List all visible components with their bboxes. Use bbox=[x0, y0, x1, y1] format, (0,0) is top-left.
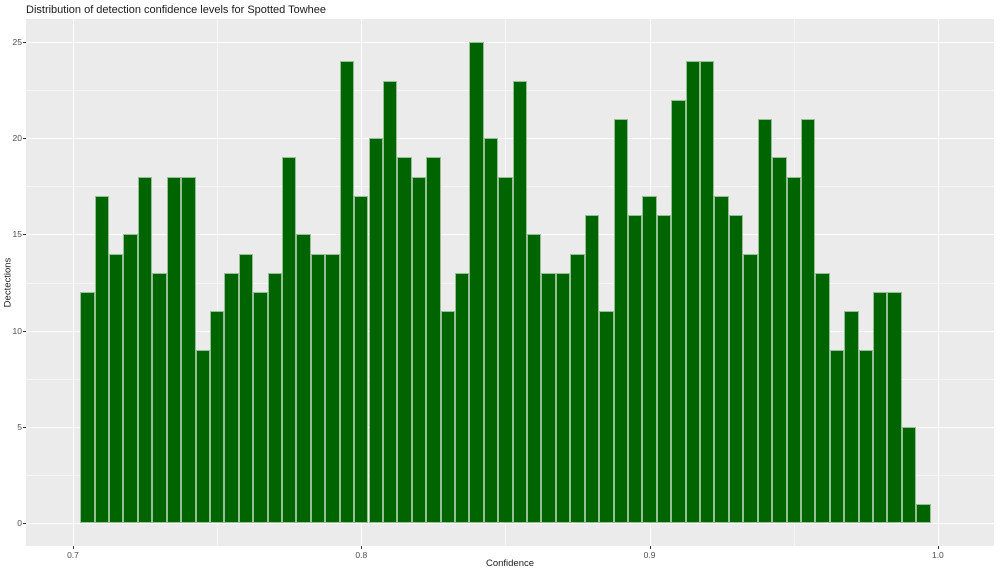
y-tick-label: 5 bbox=[17, 421, 22, 432]
gridline-major bbox=[26, 523, 994, 524]
histogram-bar bbox=[873, 292, 888, 523]
histogram-bar bbox=[844, 311, 859, 523]
y-tick-label: 0 bbox=[17, 518, 22, 528]
plot-panel bbox=[26, 19, 994, 546]
histogram-bar bbox=[267, 272, 282, 523]
histogram-bar bbox=[570, 253, 585, 523]
histogram-bar bbox=[916, 503, 931, 523]
histogram-bar bbox=[440, 311, 455, 523]
histogram-bar bbox=[253, 292, 268, 523]
histogram-bar bbox=[757, 119, 773, 523]
x-tick-label: 1.0 bbox=[931, 550, 944, 560]
histogram-bar bbox=[685, 61, 701, 523]
histogram-bar bbox=[238, 253, 254, 523]
y-tick-mark bbox=[23, 42, 26, 43]
histogram-bar bbox=[858, 349, 874, 523]
x-tick-label: 0.8 bbox=[355, 550, 368, 560]
y-tick-mark bbox=[23, 523, 26, 524]
y-tick-label: 25 bbox=[12, 37, 22, 47]
histogram-bar bbox=[310, 253, 326, 523]
histogram-bar bbox=[94, 195, 110, 523]
histogram-bar bbox=[123, 234, 138, 523]
histogram-bar bbox=[166, 176, 182, 523]
histogram-bar bbox=[411, 176, 427, 523]
histogram-bar bbox=[800, 119, 816, 523]
histogram-bar bbox=[137, 176, 153, 523]
gridline-minor bbox=[217, 19, 219, 546]
histogram-bar bbox=[282, 157, 297, 523]
histogram-bar bbox=[656, 215, 672, 523]
histogram-bar bbox=[599, 311, 614, 523]
histogram-bar bbox=[642, 195, 657, 523]
histogram-bar bbox=[627, 215, 643, 523]
x-tick-mark bbox=[73, 546, 74, 549]
x-axis-title: Confidence bbox=[485, 558, 535, 569]
histogram-bar bbox=[887, 292, 902, 523]
histogram-bar bbox=[224, 272, 239, 523]
histogram-bar bbox=[772, 157, 787, 523]
y-tick-mark bbox=[23, 138, 26, 140]
gridline-major bbox=[26, 138, 994, 140]
histogram-bar bbox=[296, 234, 311, 523]
histogram-bar bbox=[354, 195, 369, 523]
y-tick-label: 10 bbox=[12, 325, 22, 336]
x-tick-label: 0.9 bbox=[643, 550, 656, 560]
histogram-bar bbox=[541, 272, 556, 523]
histogram-bar bbox=[339, 61, 355, 523]
y-tick-label: 20 bbox=[12, 133, 22, 144]
histogram-bar bbox=[426, 157, 441, 523]
histogram-bar bbox=[454, 272, 470, 523]
histogram-bar bbox=[382, 80, 398, 523]
histogram-bar bbox=[613, 119, 628, 523]
histogram-bar bbox=[397, 157, 412, 523]
histogram-bar bbox=[80, 292, 95, 523]
histogram-bar bbox=[368, 138, 383, 523]
gridline-major bbox=[937, 19, 939, 546]
histogram-bar bbox=[728, 215, 744, 523]
histogram-bar bbox=[483, 138, 499, 523]
histogram-bar bbox=[700, 61, 715, 523]
histogram-bar bbox=[498, 176, 513, 523]
histogram-bar bbox=[152, 272, 167, 523]
chart-title: Distribution of detection confidence lev… bbox=[26, 4, 327, 16]
histogram-bar bbox=[469, 42, 484, 523]
histogram-bar bbox=[181, 176, 196, 523]
y-tick-mark bbox=[23, 234, 26, 236]
histogram-bar bbox=[815, 272, 830, 523]
histogram-bar bbox=[829, 349, 845, 523]
y-tick-mark bbox=[23, 330, 26, 332]
x-tick-mark bbox=[937, 546, 939, 549]
x-tick-mark bbox=[649, 546, 651, 549]
histogram-bar bbox=[714, 195, 729, 523]
histogram-bar bbox=[584, 215, 600, 523]
gridline-minor bbox=[26, 90, 994, 92]
y-tick-mark bbox=[23, 426, 26, 428]
histogram-bar bbox=[555, 272, 571, 523]
x-tick-mark bbox=[361, 546, 363, 549]
gridline-major bbox=[26, 42, 994, 43]
histogram-bar bbox=[786, 176, 801, 523]
y-tick-label: 15 bbox=[12, 229, 22, 240]
histogram-bar bbox=[325, 253, 340, 523]
histogram-bar bbox=[209, 311, 225, 523]
histogram-bar bbox=[901, 426, 917, 523]
histogram-bar bbox=[195, 349, 210, 523]
gridline-major bbox=[73, 19, 74, 546]
y-axis-title: Dectections bbox=[2, 257, 14, 308]
histogram-bar bbox=[527, 234, 542, 523]
histogram-bar bbox=[671, 99, 686, 523]
histogram-bar bbox=[512, 80, 528, 523]
histogram-bar bbox=[743, 253, 758, 523]
x-tick-label: 0.7 bbox=[67, 550, 79, 560]
histogram-bar bbox=[109, 253, 124, 523]
